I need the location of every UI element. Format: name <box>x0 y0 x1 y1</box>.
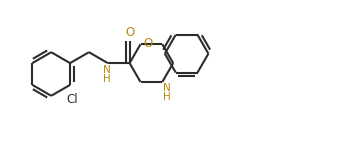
Text: N
H: N H <box>103 65 111 84</box>
Text: N
H: N H <box>163 83 171 102</box>
Text: O: O <box>143 37 153 50</box>
Text: O: O <box>125 26 134 39</box>
Text: Cl: Cl <box>66 93 78 106</box>
